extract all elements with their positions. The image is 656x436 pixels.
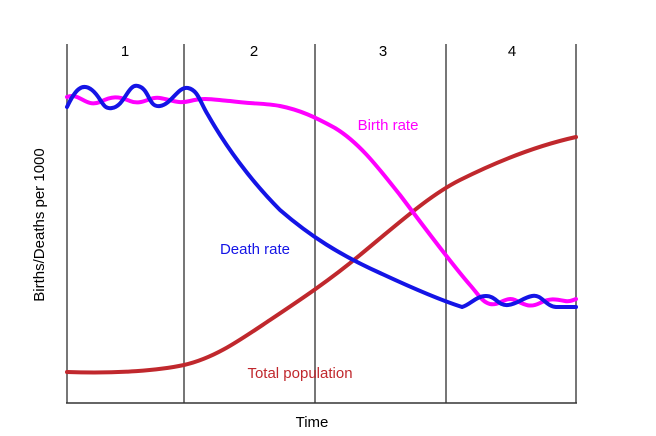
stage-label: 3 xyxy=(379,43,387,60)
stage-label: 2 xyxy=(250,43,258,60)
birth-rate-curve xyxy=(65,94,578,308)
population-curve xyxy=(65,135,578,375)
curve-label: Birth rate xyxy=(358,117,419,134)
death-rate-curve xyxy=(65,83,578,310)
curve-label: Death rate xyxy=(220,241,290,258)
stage-label: 4 xyxy=(508,43,516,60)
curve-label: Total population xyxy=(247,365,352,382)
y-axis-label: Births/Deaths per 1000 xyxy=(31,148,48,301)
x-axis-label: Time xyxy=(296,414,329,431)
stage-dividers xyxy=(66,44,577,404)
stage-label: 1 xyxy=(121,43,129,60)
